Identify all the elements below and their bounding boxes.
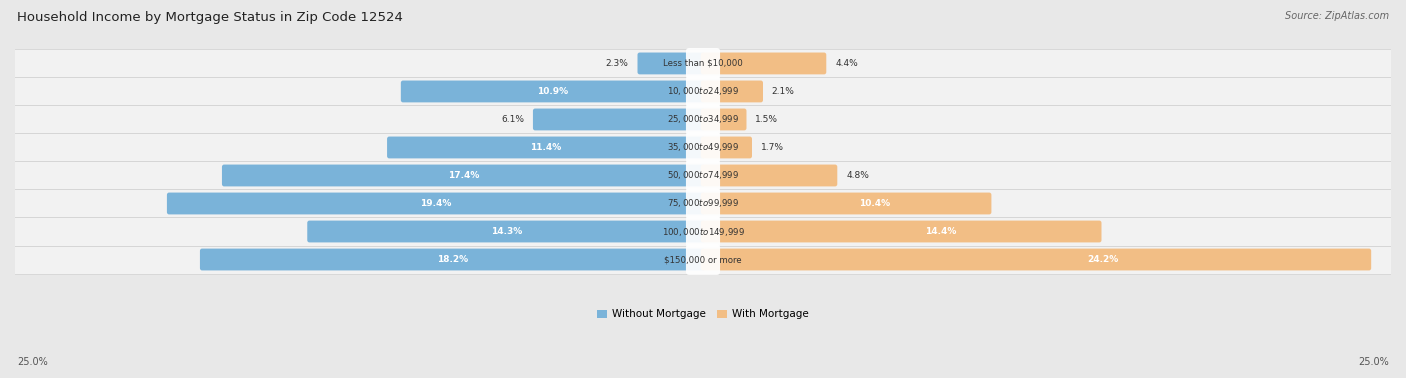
FancyBboxPatch shape: [700, 81, 763, 102]
Text: Household Income by Mortgage Status in Zip Code 12524: Household Income by Mortgage Status in Z…: [17, 11, 402, 24]
FancyBboxPatch shape: [700, 136, 752, 158]
Text: 25.0%: 25.0%: [1358, 357, 1389, 367]
Text: $75,000 to $99,999: $75,000 to $99,999: [666, 197, 740, 209]
Text: 25.0%: 25.0%: [17, 357, 48, 367]
FancyBboxPatch shape: [1, 105, 1405, 133]
FancyBboxPatch shape: [222, 164, 706, 186]
Text: 18.2%: 18.2%: [437, 255, 468, 264]
FancyBboxPatch shape: [686, 216, 720, 247]
Text: 19.4%: 19.4%: [420, 199, 451, 208]
FancyBboxPatch shape: [686, 104, 720, 135]
FancyBboxPatch shape: [700, 164, 838, 186]
Text: $25,000 to $34,999: $25,000 to $34,999: [666, 113, 740, 125]
FancyBboxPatch shape: [700, 192, 991, 214]
FancyBboxPatch shape: [700, 221, 1101, 242]
Text: $10,000 to $24,999: $10,000 to $24,999: [666, 85, 740, 98]
FancyBboxPatch shape: [686, 188, 720, 219]
FancyBboxPatch shape: [533, 108, 706, 130]
FancyBboxPatch shape: [200, 249, 706, 270]
FancyBboxPatch shape: [1, 77, 1405, 105]
Text: 4.8%: 4.8%: [846, 171, 869, 180]
Text: 6.1%: 6.1%: [501, 115, 524, 124]
FancyBboxPatch shape: [700, 53, 827, 74]
FancyBboxPatch shape: [1, 245, 1405, 274]
FancyBboxPatch shape: [686, 244, 720, 275]
FancyBboxPatch shape: [637, 53, 706, 74]
Text: 11.4%: 11.4%: [530, 143, 562, 152]
FancyBboxPatch shape: [700, 108, 747, 130]
FancyBboxPatch shape: [401, 81, 706, 102]
Text: $35,000 to $49,999: $35,000 to $49,999: [666, 141, 740, 153]
FancyBboxPatch shape: [686, 76, 720, 107]
FancyBboxPatch shape: [700, 249, 1371, 270]
Text: Source: ZipAtlas.com: Source: ZipAtlas.com: [1285, 11, 1389, 21]
FancyBboxPatch shape: [1, 217, 1405, 245]
FancyBboxPatch shape: [1, 50, 1405, 77]
FancyBboxPatch shape: [1, 189, 1405, 217]
Text: $50,000 to $74,999: $50,000 to $74,999: [666, 169, 740, 181]
Text: Less than $10,000: Less than $10,000: [664, 59, 742, 68]
FancyBboxPatch shape: [686, 48, 720, 79]
Text: $150,000 or more: $150,000 or more: [664, 255, 742, 264]
Text: 1.7%: 1.7%: [761, 143, 783, 152]
Text: 14.3%: 14.3%: [491, 227, 522, 236]
Text: 17.4%: 17.4%: [449, 171, 479, 180]
Text: $100,000 to $149,999: $100,000 to $149,999: [661, 226, 745, 237]
FancyBboxPatch shape: [1, 161, 1405, 189]
Text: 4.4%: 4.4%: [835, 59, 858, 68]
FancyBboxPatch shape: [686, 160, 720, 191]
FancyBboxPatch shape: [686, 132, 720, 163]
Legend: Without Mortgage, With Mortgage: Without Mortgage, With Mortgage: [593, 305, 813, 324]
Text: 10.4%: 10.4%: [859, 199, 890, 208]
FancyBboxPatch shape: [167, 192, 706, 214]
FancyBboxPatch shape: [308, 221, 706, 242]
FancyBboxPatch shape: [387, 136, 706, 158]
Text: 14.4%: 14.4%: [925, 227, 956, 236]
Text: 2.3%: 2.3%: [606, 59, 628, 68]
Text: 10.9%: 10.9%: [537, 87, 568, 96]
Text: 24.2%: 24.2%: [1087, 255, 1118, 264]
Text: 1.5%: 1.5%: [755, 115, 779, 124]
FancyBboxPatch shape: [1, 133, 1405, 161]
Text: 2.1%: 2.1%: [772, 87, 794, 96]
